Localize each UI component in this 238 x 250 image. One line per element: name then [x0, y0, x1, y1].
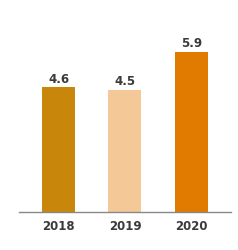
Bar [108, 90, 142, 212]
Text: 4.5: 4.5 [114, 75, 135, 88]
Text: 4.6: 4.6 [48, 72, 69, 85]
Bar [42, 88, 75, 212]
Bar [175, 53, 208, 212]
Text: 5.9: 5.9 [181, 37, 202, 50]
